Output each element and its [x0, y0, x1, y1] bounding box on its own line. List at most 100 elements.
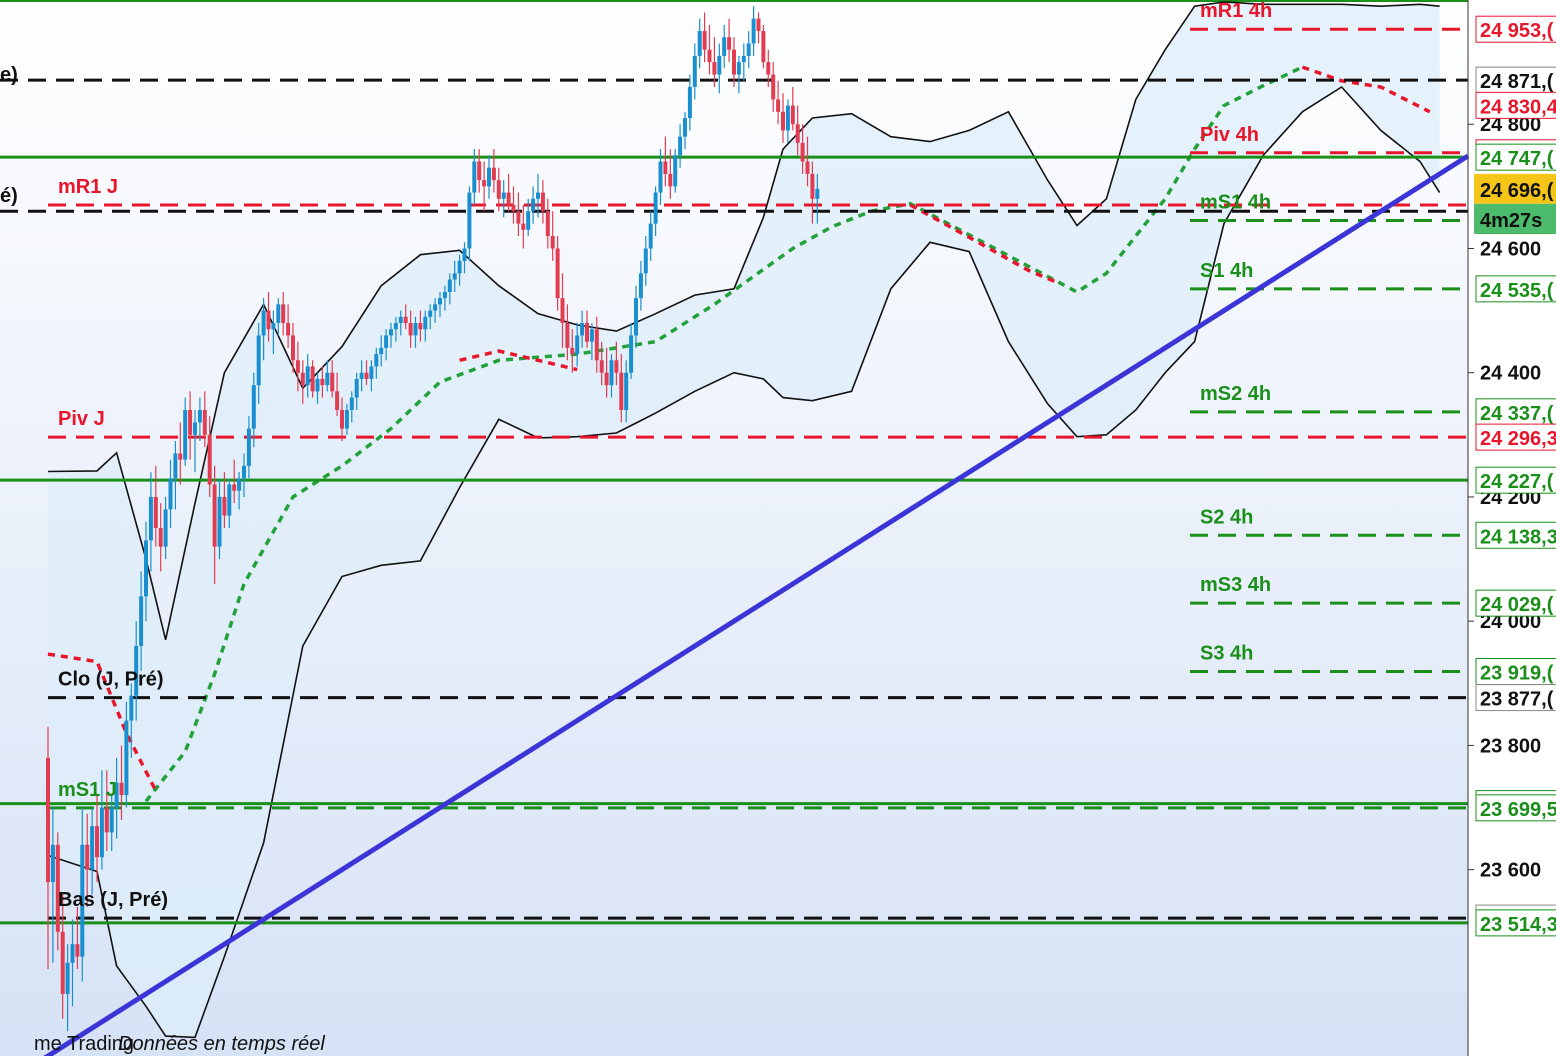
level-labels: mR1 4h 24 953,(24 871,(24 830,4 Piv 4h 24 7…: [58, 0, 1556, 937]
y-tick-label-2: 24 400: [1480, 363, 1541, 385]
candle-body-109: [580, 323, 585, 336]
candle-body-150: [781, 111, 785, 131]
candle-body-136: [712, 62, 717, 75]
candle-body-77: [423, 316, 428, 330]
candle-body-31: [197, 409, 202, 423]
candle-body-40: [242, 465, 246, 479]
candle-body-57: [325, 372, 330, 386]
candle-body-121: [638, 273, 643, 299]
candle-body-78: [428, 310, 433, 317]
candle-body-84: [457, 260, 462, 274]
candle-body-148: [771, 74, 776, 100]
candle-body-29: [188, 409, 193, 435]
candle-body-135: [707, 49, 712, 63]
level-label-0: mR1 4h: [1200, 0, 1272, 22]
candle-body-56: [320, 378, 325, 386]
candle-body-120: [634, 298, 638, 336]
trendline: [35, 153, 1470, 1061]
candle-body-46: [271, 323, 276, 330]
candle-body-139: [727, 37, 732, 50]
candle-body-127: [668, 173, 673, 187]
candle-body-11: [99, 807, 104, 858]
candle-body-88: [477, 161, 482, 181]
bollinger-band: [47, 1, 1441, 1039]
candle-body-143: [746, 43, 751, 56]
candle-body-44: [261, 310, 266, 336]
current-price-tag: [1474, 173, 1556, 204]
candle-body-76: [418, 323, 423, 330]
candle-body-104: [555, 248, 560, 299]
price-tag-text-17: 23 699,5: [1480, 799, 1556, 821]
candle-body-38: [232, 484, 237, 491]
candle-body-49: [286, 323, 291, 336]
candle-body-154: [800, 142, 805, 162]
candle-body-37: [227, 484, 232, 516]
candle-body-0: [46, 757, 50, 883]
candle-body-93: [501, 192, 506, 199]
candle-body-107: [570, 347, 575, 355]
candle-body-126: [663, 161, 668, 174]
candle-body-91: [491, 167, 496, 181]
level-label-12: S2 4h: [1200, 506, 1253, 528]
candle-body-69: [384, 335, 389, 348]
footer-realtime: Données en temps réel: [118, 1033, 325, 1055]
price-tag-text-12: 24 138,3: [1480, 526, 1556, 548]
candle-body-108: [575, 335, 580, 355]
level-label-14: S3 4h: [1200, 642, 1253, 664]
level-label-18: Bas (J, Pré): [58, 889, 168, 911]
y-tick-label-1: 24 600: [1480, 238, 1541, 260]
price-tag-text-13: 24 029,(: [1480, 594, 1554, 616]
candle-body-118: [624, 372, 629, 410]
price-tag-text-11: 24 227,(: [1480, 471, 1554, 493]
ma-resistance-segment-0: [47, 652, 158, 792]
candle-body-66: [369, 366, 374, 379]
candle-body-153: [795, 124, 800, 143]
candle-body-137: [717, 55, 722, 75]
candle-body-116: [614, 360, 619, 373]
candle-body-34: [212, 484, 217, 547]
candle-body-26: [173, 453, 178, 479]
candle-body-117: [619, 372, 624, 410]
candle-body-50: [291, 335, 295, 361]
candles: [46, 6, 820, 1032]
moving-averages: [47, 65, 1431, 803]
level-label-3: Piv 4h: [1200, 124, 1259, 146]
price-tag-8: [1475, 275, 1556, 303]
candle-body-106: [565, 323, 570, 348]
candle-body-21: [148, 496, 153, 541]
candle-body-86: [467, 192, 472, 249]
candle-body-16: [124, 720, 129, 796]
candle-body-80: [438, 298, 442, 305]
candle-body-111: [589, 329, 594, 342]
candle-body-1: [50, 844, 55, 883]
candle-body-129: [678, 136, 683, 156]
price-tag-4: [1475, 143, 1556, 171]
price-tag-17: [1475, 794, 1556, 822]
candle-body-5: [70, 944, 75, 963]
candle-body-103: [550, 236, 555, 249]
edge-label-mid: é): [0, 185, 18, 207]
candle-body-17: [129, 695, 134, 721]
candle-body-32: [202, 409, 207, 435]
candle-body-18: [134, 646, 139, 696]
candle-body-8: [85, 844, 90, 870]
candle-body-39: [237, 478, 242, 491]
candle-body-87: [472, 161, 477, 193]
price-tag-11: [1475, 466, 1556, 494]
band-fill: [48, 1, 1440, 1038]
price-tag-15: [1475, 684, 1556, 712]
ma-support-line: [144, 65, 1304, 803]
candle-body-97: [521, 223, 526, 230]
candle-body-79: [433, 304, 438, 311]
candle-body-61: [344, 409, 349, 429]
candle-body-114: [604, 372, 609, 386]
candle-body-151: [785, 105, 790, 131]
price-tag-text-15: 23 877,(: [1480, 689, 1554, 711]
candle-body-36: [222, 496, 227, 516]
edge-label-top: e): [0, 64, 18, 86]
footer-source: me Trading: [34, 1033, 134, 1055]
level-label-5: mR1 J: [58, 176, 118, 198]
candle-body-2: [55, 844, 60, 932]
